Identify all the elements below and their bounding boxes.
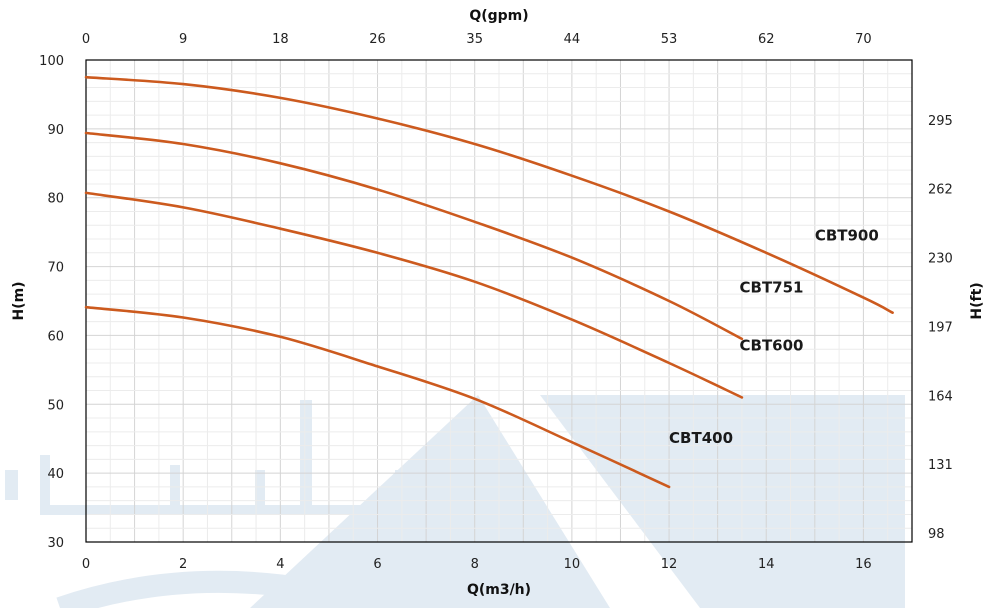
y-tick-label: 30	[47, 536, 64, 551]
series-label-cbt600: CBT600	[740, 337, 804, 355]
x2-tick-label: 62	[758, 32, 775, 47]
y2-tick-label: 230	[928, 252, 953, 267]
axis-titles: Q(gpm) Q(m3/h) H(m) H(ft)	[11, 8, 985, 598]
y2-tick-label: 164	[928, 389, 953, 404]
top-axis-title: Q(gpm)	[469, 8, 528, 24]
watermark-logo	[5, 395, 905, 608]
x-tick-label: 8	[471, 557, 479, 572]
x-tick-label: 2	[179, 557, 187, 572]
x-tick-label: 14	[758, 557, 775, 572]
y-tick-label: 60	[47, 329, 64, 344]
y-tick-label: 70	[47, 261, 64, 276]
y2-tick-label: 98	[928, 527, 945, 542]
plot-frame	[85, 59, 913, 543]
watermark-slab	[540, 395, 905, 608]
series-label-cbt751: CBT751	[740, 279, 804, 297]
axis-ticks: 0 2 4 6 8 10 12 14 16 30 40 50 60 70 80 90 100 0 9 18 26 35 44…	[39, 32, 953, 572]
curve-cbt751	[84, 131, 744, 341]
curve-cbt400	[84, 305, 671, 489]
x2-tick-label: 9	[179, 32, 187, 47]
x2-tick-label: 26	[369, 32, 386, 47]
y-tick-label: 100	[39, 54, 64, 69]
x2-tick-label: 44	[564, 32, 581, 47]
x2-tick-label: 35	[466, 32, 483, 47]
y-tick-label: 50	[47, 398, 64, 413]
left-axis-title: H(m)	[11, 281, 27, 320]
series-label-cbt400: CBT400	[669, 429, 733, 447]
y2-tick-label: 197	[928, 320, 953, 335]
y-tick-label: 40	[47, 467, 64, 482]
x-tick-label: 16	[855, 557, 872, 572]
x2-tick-label: 53	[661, 32, 678, 47]
y-tick-label: 80	[47, 192, 64, 207]
y2-tick-label: 262	[928, 183, 953, 198]
right-axis-title: H(ft)	[969, 282, 985, 319]
curve-cbt900	[84, 75, 894, 314]
x-tick-label: 0	[82, 557, 90, 572]
x-tick-label: 4	[276, 557, 284, 572]
x-tick-label: 12	[661, 557, 678, 572]
bottom-axis-title: Q(m3/h)	[467, 582, 531, 598]
watermark-lettering	[5, 400, 405, 515]
x-tick-label: 10	[564, 557, 581, 572]
x2-tick-label: 0	[82, 32, 90, 47]
watermark-arc	[56, 570, 363, 608]
x-tick-label: 6	[373, 557, 381, 572]
watermark-triangle	[250, 395, 610, 608]
x2-tick-label: 70	[855, 32, 872, 47]
series-label-cbt900: CBT900	[815, 226, 879, 244]
curve-cbt600	[84, 191, 744, 399]
y2-tick-label: 131	[928, 458, 953, 473]
series-labels: CBT900 CBT751 CBT600 CBT400	[669, 226, 879, 446]
x2-tick-label: 18	[272, 32, 289, 47]
y2-tick-label: 295	[928, 114, 953, 129]
y-tick-label: 90	[47, 123, 64, 138]
series-curves	[84, 75, 894, 489]
